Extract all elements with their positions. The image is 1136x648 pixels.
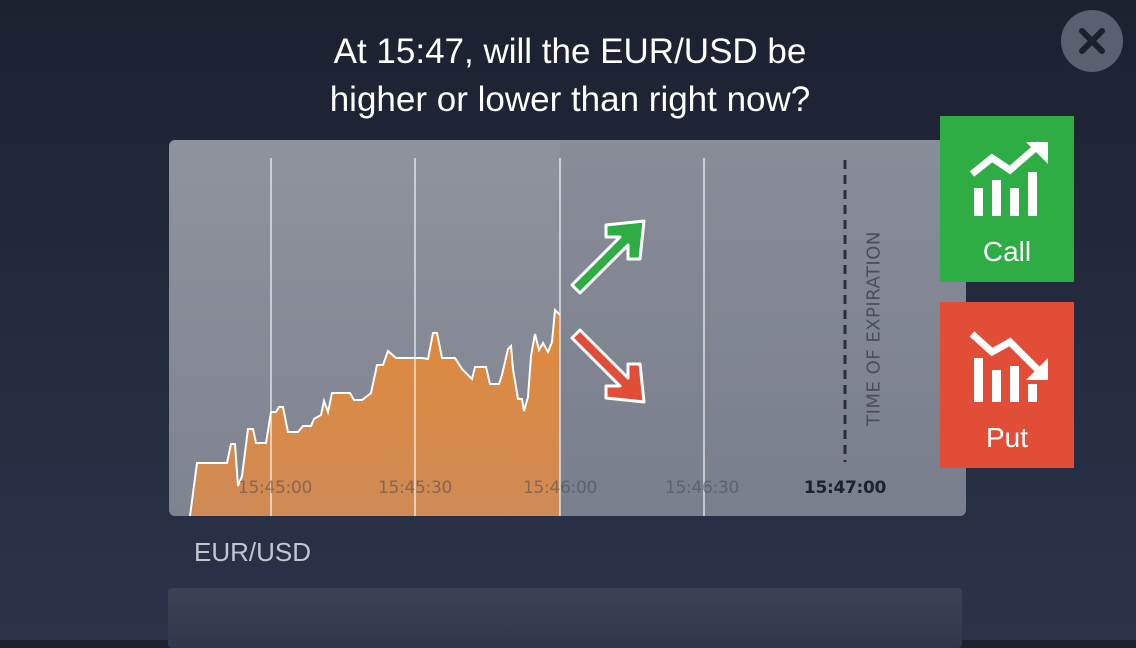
trend-down-icon	[970, 331, 1048, 402]
asset-name: EUR/USD	[194, 537, 312, 567]
price-area	[190, 310, 560, 516]
future-region	[560, 140, 966, 516]
time-tick: 15:45:00	[238, 478, 312, 498]
expiry-time-tick: 15:47:00	[803, 478, 887, 498]
time-tick: 15:46:00	[523, 478, 597, 498]
chart-canvas	[189, 140, 966, 516]
time-tick: 15:46:30	[665, 478, 739, 498]
price-chart: 15:45:00 15:45:30 15:46:00 15:46:30 15:4…	[169, 140, 966, 516]
trend-up-icon	[970, 141, 1048, 216]
expiration-label: TIME OF EXPIRATION	[863, 231, 885, 426]
price-line	[189, 307, 561, 516]
put-label: Put	[985, 422, 1029, 453]
call-label: Call	[982, 236, 1032, 267]
bottom-panel	[168, 588, 962, 648]
question-line-2: higher or lower than right now?	[329, 80, 811, 119]
close-icon	[1079, 28, 1105, 54]
close-button[interactable]	[1061, 10, 1123, 72]
arrow-down-icon	[570, 328, 646, 404]
question-heading: At 15:47, will the EUR/USD be higher or …	[220, 28, 920, 124]
call-button[interactable]: Call	[940, 116, 1074, 282]
time-tick: 15:45:30	[378, 478, 452, 498]
arrow-up-icon	[570, 219, 646, 295]
put-button[interactable]: Put	[940, 302, 1074, 468]
question-line-1: At 15:47, will the EUR/USD be	[333, 32, 807, 71]
